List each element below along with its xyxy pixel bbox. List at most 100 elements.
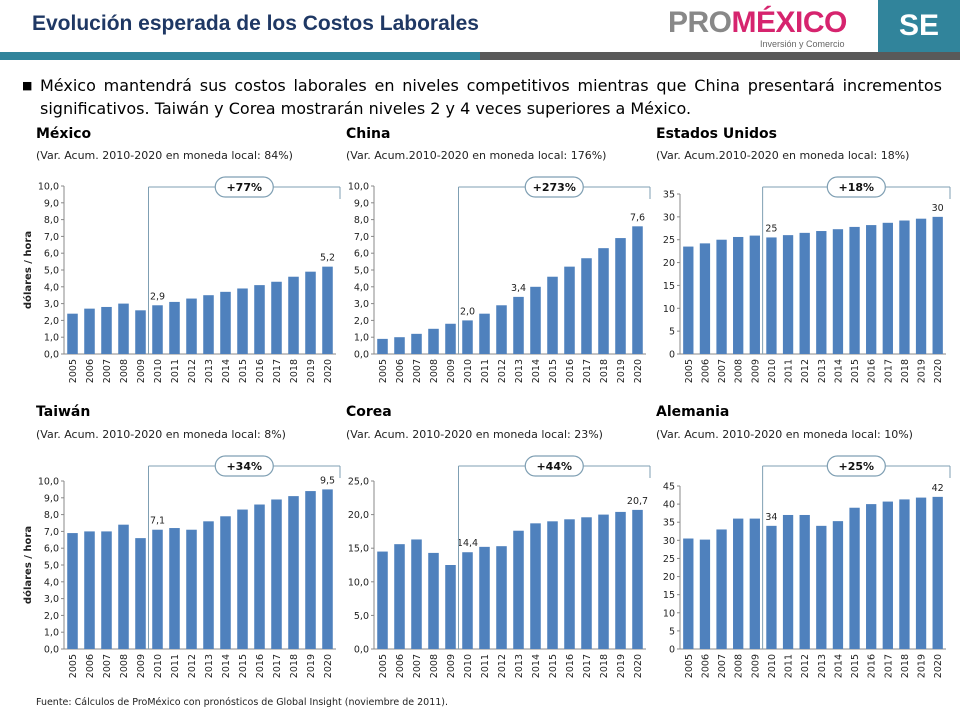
- x-tick-label: 2020: [323, 654, 334, 678]
- x-tick-label: 2017: [883, 654, 894, 678]
- y-tick-label: 6,0: [44, 544, 59, 555]
- data-label: 14,4: [457, 538, 478, 549]
- y-tick-label: 10,0: [348, 577, 369, 588]
- x-tick-label: 2007: [102, 654, 113, 678]
- x-tick-label: 2019: [616, 654, 627, 678]
- x-tick-label: 2014: [833, 359, 844, 383]
- x-tick-label: 2017: [582, 359, 593, 383]
- x-tick-label: 2006: [395, 359, 406, 383]
- bar-alemania-2015: [849, 507, 860, 649]
- x-tick-label: 2019: [306, 654, 317, 678]
- x-tick-label: 2011: [784, 654, 795, 678]
- bar-mexico-2006: [84, 308, 95, 354]
- data-label: 42: [932, 483, 944, 494]
- y-tick-label: 10,0: [38, 182, 59, 193]
- bar-alemania-2010: [766, 525, 777, 649]
- bar-corea-2015: [547, 521, 558, 649]
- y-tick-label: 25: [663, 235, 675, 246]
- y-tick-label: 4,0: [44, 282, 59, 293]
- y-tick-label: 7,0: [354, 232, 369, 243]
- x-tick-label: 2016: [867, 359, 878, 383]
- y-tick-label: 5,0: [44, 561, 59, 572]
- bullet-square-icon: ■: [22, 79, 33, 92]
- x-tick-label: 2014: [221, 654, 232, 678]
- x-tick-label: 2020: [633, 654, 644, 678]
- x-tick-label: 2010: [767, 654, 778, 678]
- summary-text: México mantendrá sus costos laborales en…: [40, 76, 942, 118]
- bar-china-2011: [479, 313, 490, 354]
- x-tick-label: 2012: [187, 654, 198, 678]
- x-tick-label: 2005: [68, 359, 79, 383]
- bar-alemania-2006: [699, 539, 711, 649]
- y-tick-label: 35: [663, 518, 675, 529]
- bar-taiwan-2005: [67, 533, 78, 649]
- x-tick-label: 2007: [412, 654, 423, 678]
- bar-corea-2010: [462, 552, 473, 649]
- y-tick-label: 3,0: [354, 299, 369, 310]
- x-tick-label: 2009: [136, 359, 147, 383]
- bar-mexico-2007: [101, 306, 112, 354]
- bar-mexico-2014: [220, 291, 231, 354]
- bar-mexico-2013: [203, 295, 214, 354]
- x-tick-label: 2012: [800, 654, 811, 678]
- bar-alemania-2009: [749, 518, 760, 649]
- x-tick-label: 2014: [221, 359, 232, 383]
- bar-china-2017: [581, 258, 592, 354]
- bar-corea-2013: [513, 530, 524, 649]
- bar-usa-2010: [766, 237, 777, 354]
- bar-corea-2008: [428, 552, 439, 649]
- chart-taiwan-group: 0,0 1,0 2,0 3,0 4,0 5,0 6,0 7,0 8,0 9,0 10,0 dólare…: [22, 455, 341, 678]
- x-tick-label: 2008: [429, 654, 440, 678]
- bar-corea-2018: [598, 514, 609, 649]
- y-tick-label: 7,0: [44, 527, 59, 538]
- bar-china-2013: [513, 296, 524, 354]
- growth-badge-label: +25%: [839, 460, 875, 473]
- y-tick-label: 0,0: [354, 350, 369, 361]
- x-tick-label: 2016: [255, 654, 266, 678]
- x-tick-label: 2005: [684, 359, 695, 383]
- x-tick-label: 2013: [817, 359, 828, 383]
- y-tick-label: 0,0: [354, 645, 369, 656]
- bar-china-2018: [598, 248, 609, 354]
- x-tick-label: 2011: [170, 654, 181, 678]
- x-tick-label: 2010: [153, 359, 164, 383]
- x-tick-label: 2007: [717, 359, 728, 383]
- chart-subtitle-china: (Var. Acum.2010-2020 en moneda local: 17…: [346, 149, 607, 162]
- bar-usa-2012: [799, 232, 810, 354]
- x-tick-label: 2016: [565, 654, 576, 678]
- bar-mexico-2009: [135, 310, 146, 354]
- chart-mexico-group: 0,0 1,0 2,0 3,0 4,0 5,0 6,0 7,0 8,0 9,0 10,0 dólare…: [22, 176, 341, 383]
- bar-china-2019: [615, 238, 626, 354]
- growth-badge-label: +34%: [226, 460, 262, 473]
- x-tick-label: 2008: [119, 359, 130, 383]
- data-label: 2,0: [460, 306, 475, 317]
- y-tick-label: 1,0: [44, 333, 59, 344]
- x-tick-label: 2011: [480, 359, 491, 383]
- x-tick-label: 2019: [917, 654, 928, 678]
- data-label: 30: [932, 203, 944, 214]
- x-tick-label: 2018: [289, 654, 300, 678]
- x-tick-label: 2009: [446, 654, 457, 678]
- bar-corea-2007: [411, 539, 422, 649]
- x-tick-label: 2015: [850, 654, 861, 678]
- bar-alemania-2019: [915, 497, 927, 649]
- y-tick-label: 20: [663, 572, 675, 583]
- y-tick-label: 3,0: [44, 299, 59, 310]
- chart-title-corea: Corea: [346, 404, 392, 420]
- logo-pro: PRO: [668, 6, 732, 39]
- x-tick-label: 2018: [599, 359, 610, 383]
- x-tick-label: 2019: [306, 359, 317, 383]
- bar-usa-2008: [733, 236, 744, 354]
- bar-mexico-2020: [322, 266, 333, 354]
- y-tick-label: 8,0: [44, 215, 59, 226]
- y-tick-label: 40: [663, 500, 675, 511]
- x-tick-label: 2010: [463, 654, 474, 678]
- bar-mexico-2005: [67, 313, 78, 354]
- x-tick-label: 2005: [378, 359, 389, 383]
- y-tick-label: 5,0: [354, 266, 369, 277]
- bar-alemania-2016: [866, 504, 877, 649]
- bar-taiwan-2015: [237, 509, 248, 649]
- y-tick-label: 0,0: [44, 350, 59, 361]
- growth-badge-label: +77%: [226, 181, 262, 194]
